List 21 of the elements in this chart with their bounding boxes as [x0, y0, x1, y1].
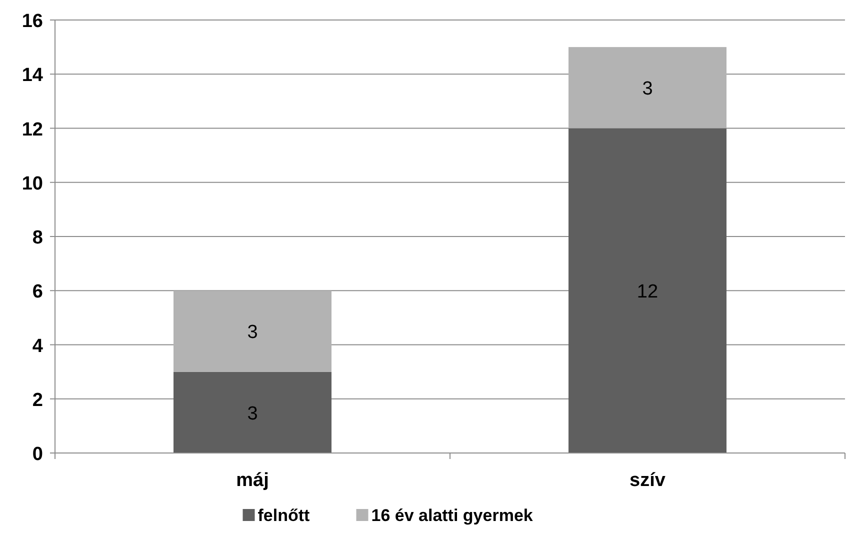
- data-label: 12: [636, 282, 658, 303]
- data-label: 3: [642, 78, 653, 100]
- bar: [174, 372, 332, 453]
- y-tick-label: 4: [32, 336, 44, 357]
- y-tick-label: 16: [22, 11, 43, 32]
- y-tick-label: 14: [22, 65, 44, 86]
- bar: [568, 128, 726, 453]
- x-tick-label: máj: [236, 470, 269, 491]
- legend-label: felnőtt: [258, 506, 310, 525]
- y-tick-label: 12: [22, 119, 43, 140]
- legend-label: 16 év alatti gyermek: [371, 506, 534, 525]
- y-tick-label: 2: [32, 390, 43, 411]
- data-label: 3: [247, 403, 258, 424]
- y-tick-label: 0: [32, 444, 43, 465]
- y-tick-label: 10: [22, 173, 43, 194]
- bar: [568, 47, 726, 128]
- x-tick-label: szív: [630, 470, 666, 491]
- y-tick-label: 6: [32, 282, 43, 303]
- bar: [174, 290, 332, 372]
- data-label: 3: [247, 322, 258, 344]
- y-tick-label: 8: [32, 228, 43, 248]
